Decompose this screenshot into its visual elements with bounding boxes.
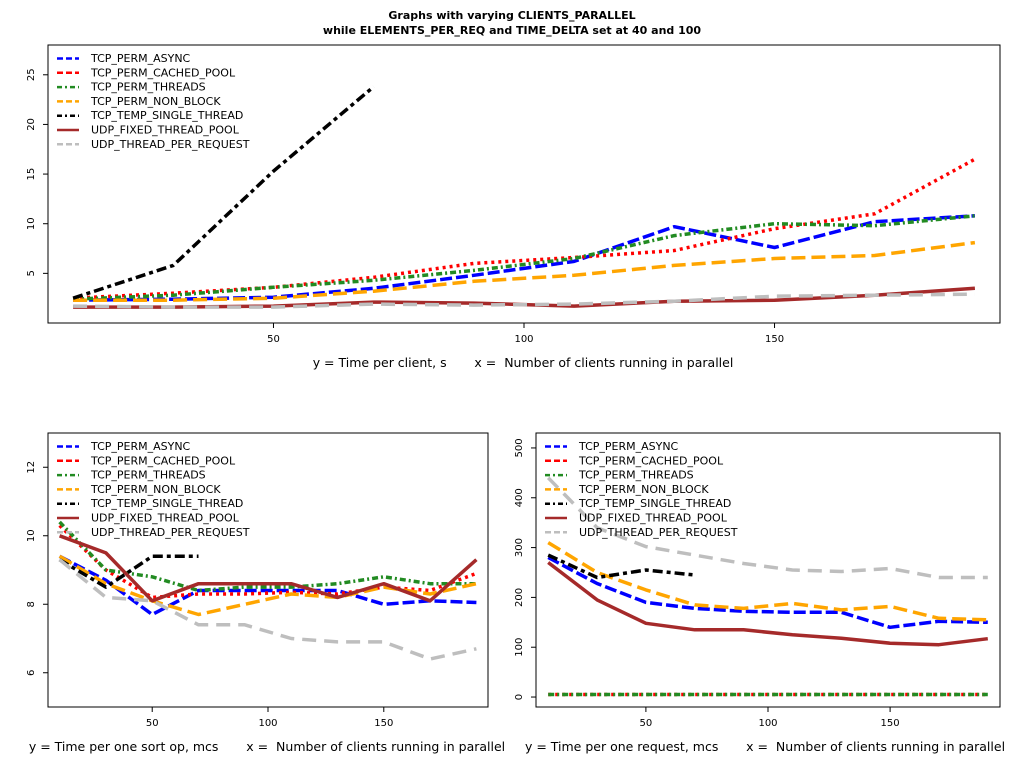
bottom-right-x-tick-label: 100: [758, 718, 777, 729]
bottom-right-legend-label: UDP_FIXED_THREAD_POOL: [579, 512, 728, 525]
top-y-tick-label: 5: [26, 270, 37, 276]
top-series-line: [73, 214, 976, 301]
bottom-left-y-tick-label: 6: [26, 670, 37, 676]
top-legend-label: TCP_PERM_NON_BLOCK: [90, 95, 221, 108]
bottom-left-axis-caption: y = Time per one sort op, mcs x = Number…: [29, 739, 505, 754]
bottom-left-series-line: [58, 554, 477, 617]
top-chart: 50 100 150 5 10 15 20 25 y = Time per client, s …: [26, 44, 1001, 370]
bottom-left-y-tick-label: 12: [26, 461, 37, 474]
bottom-left-legend-label: TCP_PERM_NON_BLOCK: [90, 483, 221, 496]
bottom-right-y-tick-label: 0: [514, 694, 525, 700]
bottom-right-axis-caption: y = Time per one request, mcs x = Number…: [525, 739, 1005, 754]
top-legend-label: TCP_PERM_ASYNC: [90, 52, 191, 65]
bottom-left-legend-label: TCP_PERM_THREADS: [90, 469, 206, 482]
bottom-right-legend-label: TCP_PERM_NON_BLOCK: [578, 483, 709, 496]
bottom-right-series-line: [546, 476, 988, 580]
bottom-right-legend-label: UDP_THREAD_PER_REQUEST: [579, 526, 738, 539]
bottom-left-chart: 50 100 150 6 8 10 12 y = Time per one sort op, …: [26, 432, 505, 754]
chart-title-line2: while ELEMENTS_PER_REQ and TIME_DELTA se…: [322, 24, 702, 37]
bottom-right-legend-label: TCP_PERM_THREADS: [578, 469, 694, 482]
bottom-left-series-line: [58, 558, 477, 661]
top-series-line: [72, 85, 375, 300]
bottom-right-series-line: [547, 553, 695, 580]
bottom-right-y-tick-label: 500: [514, 438, 525, 457]
chart-title-line1: Graphs with varying CLIENTS_PARALLEL: [388, 9, 636, 22]
bottom-left-legend-label: TCP_TEMP_SINGLE_THREAD: [90, 497, 243, 510]
bottom-left-y-tick-label: 10: [26, 529, 37, 542]
top-y-tick-label: 25: [26, 68, 37, 81]
bottom-right-series-line: [547, 541, 988, 622]
bottom-right-legend-label: TCP_TEMP_SINGLE_THREAD: [578, 497, 731, 510]
bottom-left-x-tick-label: 100: [258, 718, 277, 729]
bottom-right-y-tick-label: 200: [514, 588, 525, 607]
bottom-right-x-tick-label: 50: [640, 718, 653, 729]
top-y-tick-label: 15: [26, 168, 37, 181]
bottom-left-x-tick-label: 50: [146, 718, 159, 729]
bottom-right-chart: 50 100 150 0 100 200 300 400 500 y = Time per one…: [514, 432, 1005, 754]
top-x-tick-label: 150: [765, 334, 784, 345]
bottom-left-series-line: [58, 534, 478, 603]
top-axis-caption: y = Time per client, s x = Number of cli…: [313, 355, 734, 370]
bottom-right-y-tick-label: 100: [514, 638, 525, 657]
top-legend-label: TCP_TEMP_SINGLE_THREAD: [90, 109, 243, 122]
top-legend-label: UDP_THREAD_PER_REQUEST: [91, 138, 250, 151]
top-x-tick-label: 50: [267, 334, 280, 345]
top-legend-label: UDP_FIXED_THREAD_POOL: [91, 124, 240, 137]
top-series-line: [73, 292, 975, 309]
bottom-right-y-tick-label: 400: [514, 488, 525, 507]
top-x-tick-label: 100: [514, 334, 533, 345]
top-y-tick-label: 10: [26, 217, 37, 230]
bottom-left-legend-label: UDP_THREAD_PER_REQUEST: [91, 526, 250, 539]
bottom-right-legend-label: TCP_PERM_ASYNC: [578, 440, 679, 453]
top-legend-label: TCP_PERM_CACHED_POOL: [90, 66, 236, 79]
top-series-line: [73, 240, 976, 302]
bottom-left-x-tick-label: 150: [374, 718, 393, 729]
bottom-right-y-tick-label: 300: [514, 538, 525, 557]
bottom-left-legend-label: TCP_PERM_ASYNC: [90, 440, 191, 453]
bottom-right-series-line: [547, 555, 988, 630]
top-legend-label: TCP_PERM_THREADS: [90, 81, 206, 94]
bottom-left-legend-label: TCP_PERM_CACHED_POOL: [90, 454, 236, 467]
bottom-left-series-line: [58, 554, 199, 589]
bottom-left-y-tick-label: 8: [26, 601, 37, 607]
bottom-right-series-line: [547, 561, 989, 647]
bottom-right-legend-label: TCP_PERM_CACHED_POOL: [578, 454, 724, 467]
bottom-left-legend-label: UDP_FIXED_THREAD_POOL: [91, 512, 240, 525]
bottom-right-x-tick-label: 150: [881, 718, 900, 729]
top-y-tick-label: 20: [26, 118, 37, 131]
top-series-line: [73, 157, 976, 300]
